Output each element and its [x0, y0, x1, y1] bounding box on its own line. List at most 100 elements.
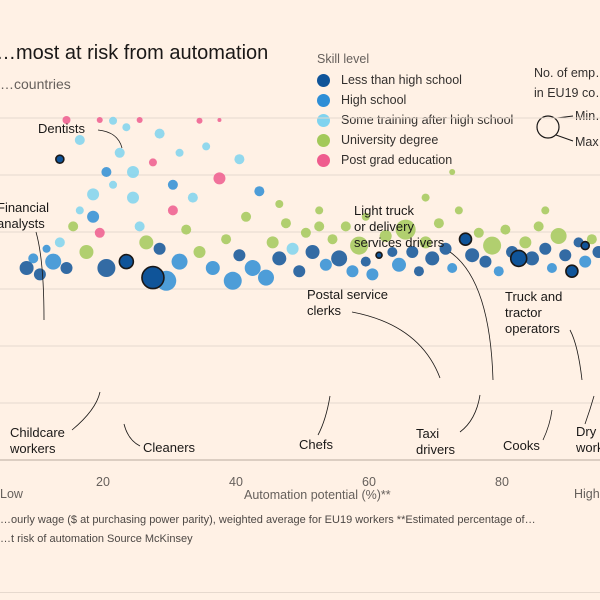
- data-point: [483, 236, 502, 255]
- data-point: [392, 257, 406, 272]
- data-point: [122, 123, 131, 132]
- x-axis-high-label: High: [574, 487, 600, 501]
- legend-dot-icon: [317, 93, 330, 107]
- highlighted-points: [55, 154, 591, 290]
- highlighted-point: [458, 232, 473, 246]
- highlighted-point: [580, 240, 591, 251]
- footnote-line-2: …t risk of automation Source McKinsey: [0, 533, 193, 545]
- legend-label: University degree: [341, 133, 439, 147]
- legend-dot-icon: [317, 73, 330, 87]
- data-point: [465, 248, 480, 263]
- data-point: [258, 269, 274, 286]
- data-point: [319, 258, 332, 271]
- legend-item-less-than-high-school: Less than high school: [317, 70, 513, 90]
- employment-legend-title-1: No. of emp…: [534, 66, 600, 80]
- data-point: [550, 228, 567, 244]
- data-point: [366, 268, 379, 281]
- data-point: [473, 227, 484, 238]
- data-point: [87, 210, 100, 223]
- highlighted-point: [509, 249, 528, 268]
- data-point: [519, 236, 532, 249]
- data-point: [293, 265, 306, 278]
- annotation-dentists: Dentists: [38, 121, 85, 136]
- highlighted-point: [565, 264, 579, 279]
- skill-legend: Skill level Less than high school High s…: [317, 52, 513, 170]
- data-point: [361, 212, 370, 221]
- data-point: [45, 253, 62, 270]
- data-point: [181, 224, 192, 235]
- legend-dot-icon: [317, 133, 330, 147]
- size-legend-max-label: Max…: [575, 135, 600, 149]
- data-point: [406, 246, 419, 258]
- data-point: [254, 186, 265, 197]
- legend-dot-icon: [317, 113, 330, 127]
- data-point: [171, 253, 188, 270]
- leader-line: [449, 251, 494, 381]
- data-point: [213, 172, 226, 185]
- data-point: [479, 255, 492, 268]
- data-point: [148, 158, 157, 167]
- data-point: [114, 147, 125, 158]
- legend-label: High school: [341, 93, 407, 107]
- data-point: [193, 246, 206, 258]
- data-point: [340, 221, 351, 232]
- data-point: [127, 166, 139, 178]
- data-point: [346, 265, 359, 278]
- data-point: [350, 236, 369, 255]
- highlighted-point: [118, 253, 135, 270]
- data-point: [559, 249, 572, 262]
- data-point: [286, 242, 299, 255]
- annotation-light-truck: Light truck or delivery services drivers: [354, 203, 445, 250]
- leader-line: [35, 231, 45, 321]
- data-point: [592, 246, 600, 258]
- data-point: [96, 117, 103, 123]
- data-point: [54, 237, 65, 248]
- data-point: [109, 116, 118, 125]
- x-tick-label: 80: [495, 475, 509, 489]
- legend-dot-icon: [317, 153, 330, 167]
- data-point: [154, 128, 165, 139]
- data-point: [272, 251, 287, 266]
- x-tick-label: 20: [96, 475, 110, 489]
- data-point: [202, 142, 211, 151]
- employment-legend: No. of emp… in EU19 co…: [534, 66, 600, 106]
- data-point: [87, 188, 100, 201]
- data-point: [233, 249, 246, 262]
- data-point: [134, 221, 145, 232]
- data-point: [315, 206, 324, 215]
- data-point: [305, 245, 320, 259]
- data-point: [42, 244, 51, 253]
- legend-label: Post grad education: [341, 153, 453, 167]
- size-legend-min-label: Min…: [575, 109, 600, 123]
- data-point: [153, 242, 166, 255]
- annotation-dry-workers: Dry work: [575, 424, 600, 455]
- annotation-childcare: Childcare workers: [9, 425, 69, 456]
- data-point: [300, 227, 311, 238]
- data-point: [539, 242, 552, 255]
- leader-line: [584, 395, 595, 425]
- size-legend-leader: [555, 134, 574, 142]
- data-point: [280, 218, 291, 229]
- data-point: [454, 206, 463, 215]
- data-point: [533, 221, 544, 232]
- size-legend: Min… Max…: [536, 109, 600, 149]
- data-point: [68, 221, 79, 232]
- annotation-financial-analysts: Financial analysts: [0, 200, 53, 231]
- data-point: [136, 117, 143, 123]
- data-point: [244, 260, 261, 276]
- data-point: [419, 236, 432, 249]
- annotation-cooks: Cooks: [503, 438, 540, 453]
- data-point: [525, 251, 539, 266]
- leader-line: [351, 311, 441, 379]
- data-point: [331, 250, 348, 267]
- data-point: [395, 219, 416, 240]
- data-point: [74, 135, 85, 145]
- data-point: [421, 193, 430, 202]
- data-point: [19, 261, 34, 275]
- legend-item-university-degree: University degree: [317, 130, 513, 150]
- data-point: [205, 261, 220, 275]
- data-point: [439, 242, 452, 255]
- data-point: [234, 154, 245, 165]
- data-point: [167, 179, 178, 190]
- footnote-line-1: …ourly wage ($ at purchasing power parit…: [0, 514, 536, 526]
